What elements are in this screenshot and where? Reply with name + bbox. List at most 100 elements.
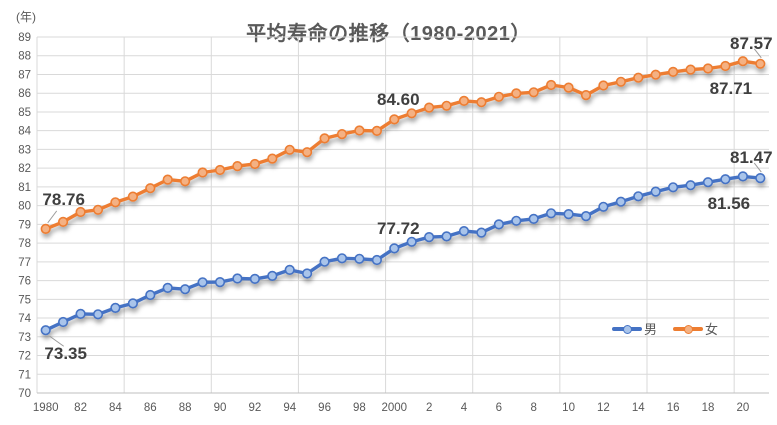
data-point-marker [424, 232, 435, 243]
y-tick-label: 86 [18, 88, 31, 100]
data-point-marker [40, 223, 51, 234]
data-point-marker [40, 325, 51, 336]
data-point-marker [162, 282, 173, 294]
data-point-marker [633, 72, 644, 83]
legend-item-male: 男 [612, 319, 657, 338]
data-point-marker [755, 173, 766, 184]
x-tick-label: 20 [736, 402, 749, 414]
data-point-marker [458, 226, 470, 237]
data-point-marker [197, 277, 208, 288]
data-point-marker [389, 243, 400, 254]
data-point-marker [127, 298, 138, 309]
x-tick-label: 8 [531, 402, 537, 414]
x-tick-label: 84 [109, 402, 122, 414]
data-point-marker [389, 114, 400, 125]
data-point-marker [145, 183, 156, 194]
data-point-marker [667, 182, 679, 193]
y-axis-labels: 70 71 72 73 74 75 76 77 78 79 80 81 82 83 84 85 86 87 88 89 [18, 32, 31, 400]
data-point-marker [354, 125, 365, 136]
data-point-marker [545, 79, 557, 91]
gridlines-vertical [123, 37, 735, 393]
data-point-marker [145, 289, 156, 301]
data-point-marker [371, 254, 383, 266]
x-tick-label: 10 [562, 402, 575, 414]
x-tick-label: 6 [496, 402, 502, 414]
y-tick-label: 74 [18, 313, 31, 325]
data-point-marker [180, 176, 191, 187]
data-point-marker [528, 213, 539, 224]
data-point-marker [685, 64, 696, 75]
data-point-marker [302, 268, 313, 279]
data-point-marker [563, 82, 574, 93]
data-point-marker [249, 273, 260, 285]
x-tick-label: 4 [461, 402, 468, 414]
data-point-marker [319, 133, 330, 144]
male-series [40, 171, 766, 336]
leader-lines [47, 48, 762, 347]
x-tick-label: 86 [144, 402, 157, 414]
data-point-marker [737, 56, 749, 67]
data-point-marker [441, 100, 452, 111]
y-tick-label: 77 [18, 257, 31, 269]
legend-swatch-female-icon [673, 324, 704, 334]
data-point-marker [563, 209, 574, 220]
y-tick-label: 82 [18, 163, 31, 175]
x-tick-label: 12 [597, 402, 610, 414]
y-tick-label: 70 [18, 388, 31, 400]
data-point-marker [249, 158, 260, 170]
legend-swatch-male-icon [612, 324, 642, 334]
data-point-marker [755, 58, 766, 69]
data-point-marker [406, 108, 417, 119]
y-tick-label: 84 [18, 126, 31, 138]
data-point-marker [737, 171, 749, 182]
y-tick-label: 87 [18, 69, 31, 81]
data-point-marker [528, 87, 539, 98]
data-point-marker [667, 66, 679, 77]
y-tick-label: 89 [18, 32, 31, 44]
data-point-marker [214, 277, 226, 288]
x-tick-label: 16 [667, 402, 680, 414]
x-tick-label: 96 [318, 402, 331, 414]
y-tick-label: 80 [18, 201, 31, 213]
data-point-marker [458, 95, 470, 106]
data-point-marker [267, 153, 278, 164]
data-point-marker [580, 211, 592, 222]
data-point-marker [336, 129, 348, 140]
data-point-marker [476, 227, 487, 238]
data-point-marker [180, 284, 191, 295]
callout-leader-line [47, 210, 58, 224]
data-point-marker [511, 215, 522, 226]
data-point-marker [110, 302, 121, 314]
data-point-marker [650, 186, 661, 197]
legend: 男 女 [612, 319, 718, 338]
y-tick-label: 72 [18, 351, 31, 363]
data-point-marker [441, 231, 452, 242]
x-tick-label: 14 [632, 402, 645, 414]
y-tick-label: 85 [18, 107, 31, 119]
y-tick-label: 73 [18, 332, 31, 344]
data-point-marker [371, 125, 383, 136]
chart-title: 平均寿命の推移（1980-2021） [246, 23, 531, 45]
data-point-marker [284, 144, 295, 155]
data-point-marker [702, 177, 714, 188]
data-point-marker [92, 204, 104, 215]
data-point-marker [702, 63, 714, 74]
x-tick-label: 82 [74, 402, 87, 414]
x-tick-label: 94 [283, 402, 296, 414]
y-tick-label: 75 [18, 294, 31, 306]
data-point-marker [598, 201, 609, 212]
female-series [40, 56, 766, 234]
x-tick-label: 2 [426, 402, 432, 414]
data-point-marker [493, 91, 505, 102]
data-point-marker [162, 174, 173, 185]
data-point-marker [57, 316, 69, 328]
data-point-marker [580, 89, 592, 101]
data-point-marker [267, 270, 278, 282]
data-point-marker [615, 76, 627, 87]
data-point-marker [92, 309, 104, 320]
axis-lines [36, 37, 769, 394]
data-label: 87.57 [730, 33, 773, 53]
data-point-marker [476, 97, 487, 108]
data-point-marker [354, 253, 365, 264]
